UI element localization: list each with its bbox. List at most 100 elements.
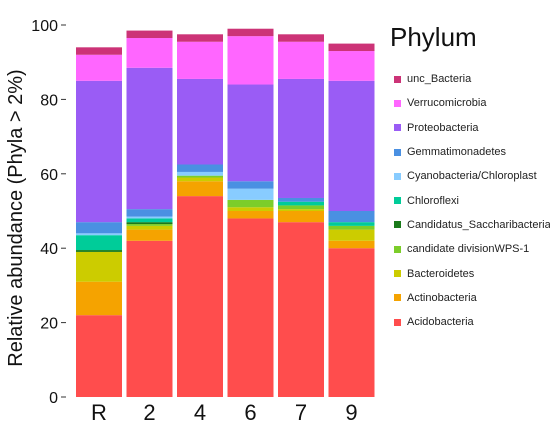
bar-segment — [328, 51, 375, 81]
legend-swatch — [394, 148, 401, 156]
bar-segment — [227, 28, 274, 37]
bar-segment — [278, 201, 324, 206]
bar-segment — [177, 175, 223, 178]
category-label: 9 — [345, 400, 357, 425]
y-axis: 0 20 40 60 80 100 — [31, 18, 66, 407]
bar-segment — [227, 199, 274, 208]
bar-segment — [328, 211, 375, 223]
legend-label: Cyanobacteria/Chloroplast — [407, 170, 537, 183]
bar-segment — [177, 171, 223, 176]
legend-label: Acidobacteria — [407, 316, 474, 329]
y-axis-label: Relative abundance (Phyla > 2%) — [5, 69, 27, 366]
legend-item: unc_Bacteria — [386, 67, 550, 91]
y-tick-label: 20 — [40, 316, 58, 333]
bar-segment — [76, 233, 122, 236]
legend-item: Candidatus_Saccharibacteria — [386, 213, 550, 237]
bar-segment — [126, 218, 173, 223]
bar-segment — [328, 80, 375, 211]
bar-segment — [76, 250, 122, 252]
y-tick-label: 40 — [40, 241, 58, 258]
bar-segment — [76, 222, 122, 234]
legend-label: Bacteroidetes — [407, 267, 475, 280]
legend-swatch — [394, 124, 401, 132]
bar-segment — [278, 41, 324, 79]
legend-label: Actinobacteria — [407, 291, 477, 304]
bar-segment — [126, 225, 173, 230]
legend: Phylum unc_Bacteria Verrucomicrobia Proteo… — [386, 22, 550, 334]
bar-segment — [126, 222, 173, 225]
category-label: 7 — [295, 400, 307, 425]
bar-segment — [177, 34, 223, 42]
legend-swatch — [394, 270, 401, 278]
bar-segment — [76, 47, 122, 55]
bar-segment — [278, 222, 324, 397]
legend-item: Chloroflexi — [386, 188, 550, 212]
legend-label: Proteobacteria — [407, 121, 479, 134]
category-label: 6 — [244, 400, 256, 425]
legend-item: Cyanobacteria/Chloroplast — [386, 164, 550, 188]
legend-label: unc_Bacteria — [407, 73, 472, 86]
legend-item: Acidobacteria — [386, 310, 550, 334]
bar-segment — [328, 222, 375, 226]
legend-item: Gemmatimonadetes — [386, 140, 550, 164]
legend-label: Candidatus_Saccharibacteria — [407, 218, 550, 231]
category-label: 2 — [143, 400, 155, 425]
bar-segment — [126, 38, 173, 68]
legend-swatch — [394, 294, 401, 302]
bar-segment — [227, 211, 274, 219]
bar-segment — [328, 240, 375, 249]
bar-segment — [126, 209, 173, 217]
legend-item: Proteobacteria — [386, 116, 550, 140]
legend-label: Verrucomicrobia — [407, 97, 487, 110]
legend-swatch — [394, 318, 401, 326]
bar-segment — [328, 248, 375, 397]
bar-segment — [76, 251, 122, 282]
legend-item: Actinobacteria — [386, 286, 550, 310]
bar-segment — [328, 225, 375, 230]
legend-swatch — [394, 75, 401, 83]
bar-segment — [126, 30, 173, 39]
y-tick-label: 0 — [49, 390, 58, 407]
bar-segment — [177, 164, 223, 172]
x-axis: R 2 4 6 7 9 — [91, 400, 358, 425]
legend-label: Chloroflexi — [407, 194, 459, 207]
legend-title: Phylum — [390, 22, 477, 52]
bar-segment — [177, 181, 223, 197]
bar-segment — [278, 205, 324, 210]
y-tick-label: 80 — [40, 92, 58, 109]
legend-label: Gemmatimonadetes — [407, 146, 507, 159]
bar-segment — [227, 207, 274, 211]
category-label: R — [91, 400, 107, 425]
bar-segment — [126, 224, 173, 226]
legend-swatch — [394, 197, 401, 205]
legend-swatch — [394, 221, 401, 229]
bar-segment — [278, 34, 324, 42]
legend-item: Verrucomicrobia — [386, 91, 550, 115]
bar-segment — [278, 197, 324, 202]
bar-segment — [328, 43, 375, 52]
bar-segment — [278, 78, 324, 198]
bar-segment — [76, 281, 122, 316]
bar-segment — [227, 84, 274, 182]
y-tick-label: 60 — [40, 167, 58, 184]
legend-label: candidate divisionWPS-1 — [407, 243, 530, 256]
bar-segment — [76, 54, 122, 81]
bar-segment — [227, 181, 274, 189]
legend-swatch — [394, 172, 401, 180]
legend-item: Bacteroidetes — [386, 261, 550, 285]
plot-area — [76, 28, 375, 397]
bar-segment — [76, 315, 122, 397]
bar-segment — [126, 216, 173, 219]
legend-item: candidate divisionWPS-1 — [386, 237, 550, 261]
bar-segment — [227, 188, 274, 200]
bar-segment — [177, 196, 223, 397]
bar-segment — [278, 211, 324, 223]
y-tick-label: 100 — [31, 18, 58, 35]
bar-segment — [278, 209, 324, 211]
bar-segment — [177, 177, 223, 182]
bar-segment — [227, 218, 274, 397]
bar-segment — [126, 67, 173, 210]
bar-segment — [328, 229, 375, 241]
category-label: 4 — [194, 400, 206, 425]
